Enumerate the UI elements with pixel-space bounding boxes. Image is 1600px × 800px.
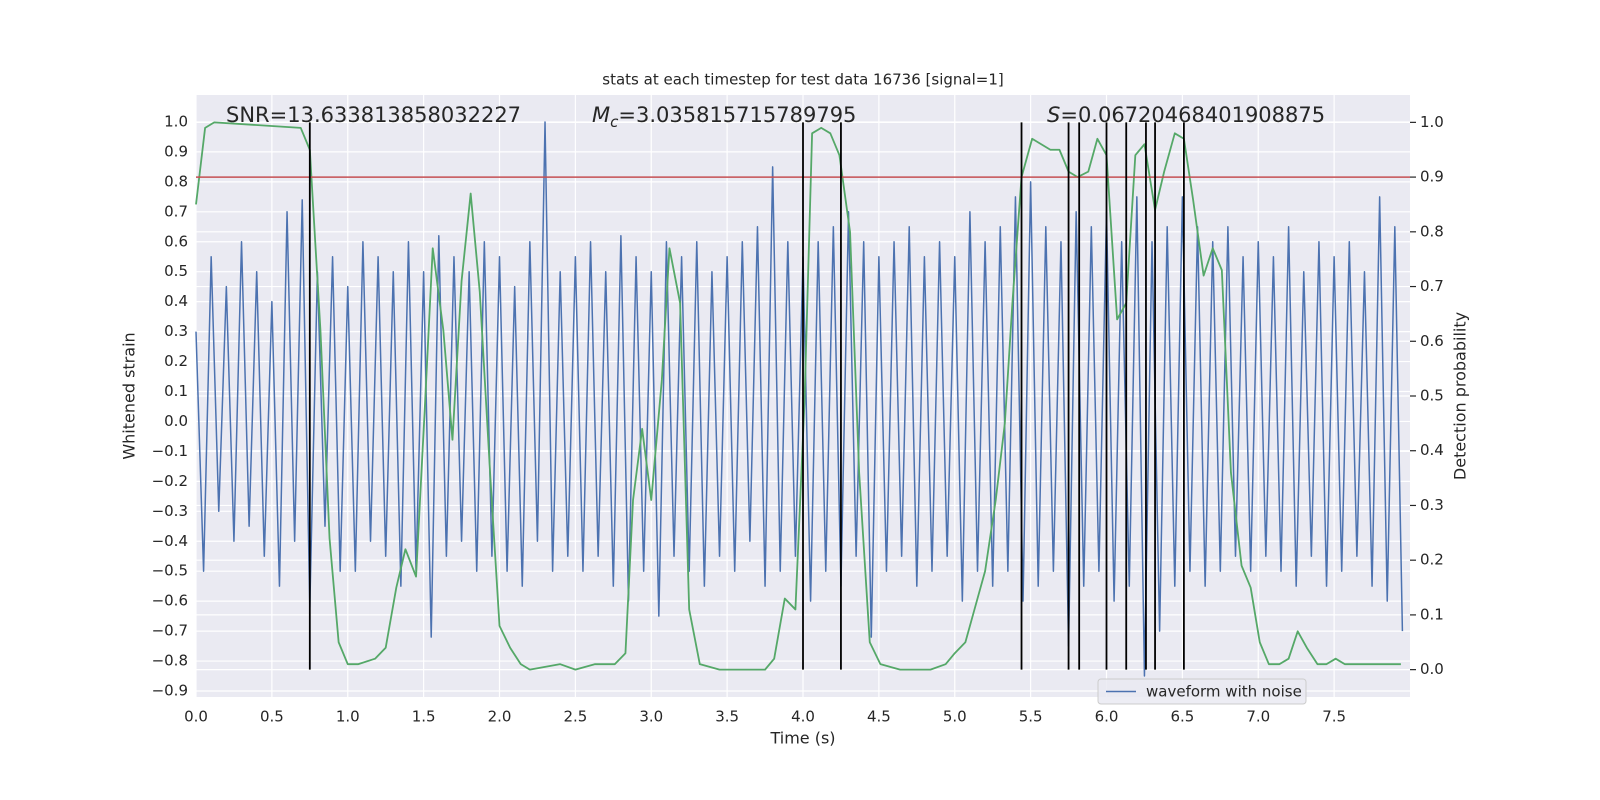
x-tick-label: 3.0 [639,708,663,726]
y-tick-label: 0.9 [164,142,188,160]
y2-tick-label: 0.2 [1420,551,1444,569]
y2-tick-label: 1.0 [1420,113,1444,131]
y2-tick-label: 0.8 [1420,222,1444,240]
x-tick-label: 0.0 [184,708,208,726]
y-tick-label: 0.8 [164,172,188,190]
x-tick-label: 7.0 [1246,708,1270,726]
annotation-subscript: c [610,113,619,131]
x-tick-label: 6.5 [1170,708,1194,726]
y2-axis-label: Detection probability [1451,312,1470,480]
y2-tick-label: 0.3 [1420,496,1444,514]
y-tick-label: −0.8 [152,652,188,670]
x-tick-label: 1.5 [412,708,436,726]
y-tick-label: 0.0 [164,412,188,430]
y-tick-label: 0.4 [164,292,188,310]
waveform-line [195,121,1404,677]
y-tick-label: 0.6 [164,232,188,250]
y-tick-label: −0.1 [152,442,188,460]
y2-tick-label: 0.6 [1420,332,1444,350]
annotation: SNR=13.633813858032227 [226,103,521,127]
y2-tick-label: 0.4 [1420,441,1444,459]
y-tick-label: 0.1 [164,382,188,400]
y2-tick-label: 0.1 [1420,605,1444,623]
y-tick-label: −0.5 [152,562,188,580]
chart-title: stats at each timestep for test data 167… [602,71,1003,89]
legend-label: waveform with noise [1146,683,1302,701]
y-tick-label: −0.6 [152,592,188,610]
x-tick-label: 2.5 [563,708,587,726]
annotation-symbol: S [1047,103,1060,127]
x-tick-label: 5.0 [943,708,967,726]
x-tick-label: 2.0 [488,708,512,726]
x-tick-label: 1.0 [336,708,360,726]
x-tick-label: 5.5 [1019,708,1043,726]
y2-tick-label: 0.7 [1420,277,1444,295]
annotation: S=0.06720468401908875 [1047,103,1325,127]
x-tick-label: 6.0 [1095,708,1119,726]
annotation-text: =0.06720468401908875 [1060,103,1325,127]
legend-box [1097,678,1307,705]
y-tick-label: 0.3 [164,322,188,340]
y-tick-label: −0.4 [152,532,188,550]
legend: waveform with noise [1097,678,1307,705]
y-tick-label: 0.7 [164,202,188,220]
x-axis-label: Time (s) [769,729,835,748]
y2-tick-label: 0.5 [1420,387,1444,405]
annotation-symbol: M [592,103,610,127]
y-tick-label: −0.9 [152,682,188,700]
y-tick-label: 0.2 [164,352,188,370]
x-tick-label: 4.5 [867,708,891,726]
y2-tick-label: 0.9 [1420,168,1444,186]
y-tick-label: −0.2 [152,472,188,490]
y-tick-label: 0.5 [164,262,188,280]
probability-line [195,121,1401,671]
y-tick-label: 1.0 [164,112,188,130]
x-tick-label: 0.5 [260,708,284,726]
annotation-text: =3.035815715789795 [618,103,856,127]
x-tick-label: 4.0 [791,708,815,726]
y-axis-label: Whitened strain [120,332,139,459]
annotation: Mc=3.035815715789795 [592,103,856,131]
x-tick-label: 3.5 [715,708,739,726]
annotation-text: SNR=13.633813858032227 [226,103,521,127]
y-tick-label: −0.3 [152,502,188,520]
x-tick-label: 7.5 [1322,708,1346,726]
y-tick-label: −0.7 [152,622,188,640]
y2-tick-label: 0.0 [1420,660,1444,678]
